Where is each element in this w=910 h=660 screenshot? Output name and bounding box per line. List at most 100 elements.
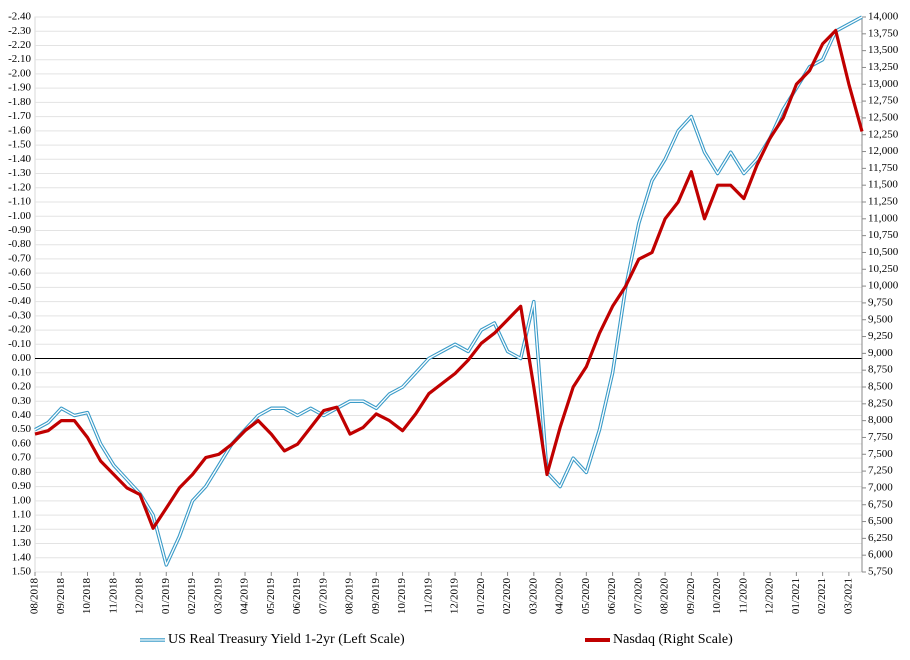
y2-tick-label: 10,250: [868, 263, 899, 275]
y-tick-label: -0.40: [8, 295, 31, 307]
y-tick-label: 1.20: [12, 523, 32, 535]
y-tick-label: 0.10: [12, 366, 32, 378]
y2-tick-label: 12,000: [868, 145, 899, 157]
x-tick-label: 05/2020: [580, 578, 592, 615]
legend: US Real Treasury Yield 1-2yr (Left Scale…: [140, 632, 733, 647]
y2-tick-label: 10,500: [868, 246, 899, 258]
x-tick-label: 12/2020: [764, 578, 776, 615]
y2-tick-label: 12,750: [868, 95, 899, 107]
x-tick-label: 02/2021: [816, 578, 828, 614]
y-tick-label: 0.00: [12, 352, 32, 364]
y2-tick-label: 10,750: [868, 229, 899, 241]
x-tick-label: 10/2018: [81, 578, 93, 615]
y-tick-label: 0.90: [12, 480, 32, 492]
legend-label: Nasdaq (Right Scale): [613, 632, 733, 647]
x-tick-label: 09/2018: [55, 578, 67, 615]
y-tick-label: -1.20: [8, 181, 31, 193]
y2-tick-label: 6,500: [868, 515, 893, 527]
x-tick-label: 10/2019: [396, 578, 408, 615]
y2-tick-label: 12,500: [868, 111, 899, 123]
x-tick-label: 04/2019: [239, 578, 251, 615]
x-tick-label: 01/2020: [475, 578, 487, 615]
x-tick-label: 12/2019: [449, 578, 461, 615]
x-tick-label: 01/2021: [790, 578, 802, 614]
y-tick-label: -2.00: [8, 67, 31, 79]
x-tick-label: 08/2020: [659, 578, 671, 615]
y-tick-label: 1.10: [12, 509, 32, 521]
y-tick-label: -1.10: [8, 196, 31, 208]
x-tick-label: 07/2019: [317, 578, 329, 615]
y-tick-label: -1.90: [8, 82, 31, 94]
y2-tick-label: 7,750: [868, 431, 893, 443]
x-tick-label: 06/2020: [606, 578, 618, 615]
x-tick-label: 02/2020: [501, 578, 513, 615]
x-tick-label: 05/2019: [265, 578, 277, 615]
y2-tick-label: 9,000: [868, 347, 893, 359]
y2-tick-label: 13,500: [868, 44, 899, 56]
y-tick-label: 0.70: [12, 452, 32, 464]
y2-tick-label: 10,000: [868, 280, 899, 292]
y2-tick-label: 5,750: [868, 566, 893, 578]
y-tick-label: -1.80: [8, 96, 31, 108]
y2-tick-label: 8,250: [868, 397, 893, 409]
y-tick-label: -1.40: [8, 153, 31, 165]
y2-tick-label: 14,000: [868, 11, 899, 23]
y-tick-label: 0.30: [12, 395, 32, 407]
y-tick-label: 0.60: [12, 437, 32, 449]
series-line-inner: [34, 16, 863, 566]
y-tick-label: -2.20: [8, 39, 31, 51]
y-tick-label: -1.60: [8, 124, 31, 136]
y-tick-label: 0.40: [12, 409, 32, 421]
y-tick-label: -2.10: [8, 53, 31, 65]
y-tick-label: -0.90: [8, 224, 31, 236]
y-tick-label: -0.60: [8, 267, 31, 279]
y2-tick-label: 11,500: [868, 179, 898, 191]
y-tick-label: -0.20: [8, 324, 31, 336]
y2-tick-label: 6,750: [868, 498, 893, 510]
x-tick-label: 02/2019: [186, 578, 198, 615]
x-tick-label: 03/2020: [527, 578, 539, 615]
y2-tick-label: 6,000: [868, 549, 893, 561]
y-tick-label: 0.80: [12, 466, 32, 478]
y-tick-label: -0.70: [8, 252, 31, 264]
y2-tick-label: 9,750: [868, 296, 893, 308]
y2-tick-label: 13,250: [868, 61, 899, 73]
y-tick-label: 0.20: [12, 381, 32, 393]
y2-tick-label: 7,000: [868, 481, 893, 493]
y2-tick-label: 8,500: [868, 381, 893, 393]
y2-tick-label: 13,000: [868, 78, 899, 90]
y2-tick-label: 9,500: [868, 313, 893, 325]
y-tick-label: -1.00: [8, 210, 31, 222]
y-tick-label: -1.30: [8, 167, 31, 179]
x-tick-label: 10/2020: [711, 578, 723, 615]
y-tick-label: 1.00: [12, 494, 32, 506]
y-tick-label: -0.30: [8, 309, 31, 321]
y2-tick-label: 8,000: [868, 414, 893, 426]
y-tick-label: 1.50: [12, 566, 32, 578]
x-tick-label: 09/2020: [685, 578, 697, 615]
x-tick-label: 11/2018: [107, 578, 119, 614]
plot-area: [34, 16, 863, 573]
y-tick-label: -2.30: [8, 25, 31, 37]
y2-tick-label: 9,250: [868, 330, 893, 342]
y-tick-label: -1.50: [8, 139, 31, 151]
x-tick-label: 06/2019: [291, 578, 303, 615]
y-tick-label: -0.10: [8, 338, 31, 350]
y-tick-label: -0.80: [8, 238, 31, 250]
x-tick-label: 03/2021: [842, 578, 854, 614]
y-tick-label: -2.40: [8, 11, 31, 23]
y2-tick-label: 6,250: [868, 532, 893, 544]
y2-tick-label: 12,250: [868, 128, 899, 140]
series-line: [34, 28, 864, 530]
x-tick-label: 08/2018: [29, 578, 41, 615]
x-tick-label: 11/2020: [737, 578, 749, 614]
y-tick-label: 1.30: [12, 537, 32, 549]
y2-tick-label: 8,750: [868, 364, 893, 376]
x-tick-label: 03/2019: [212, 578, 224, 615]
y2-tick-label: 11,750: [868, 162, 898, 174]
x-tick-label: 08/2019: [344, 578, 356, 615]
y-tick-label: 0.50: [12, 423, 32, 435]
y2-tick-label: 13,750: [868, 27, 899, 39]
y2-tick-label: 11,250: [868, 196, 898, 208]
